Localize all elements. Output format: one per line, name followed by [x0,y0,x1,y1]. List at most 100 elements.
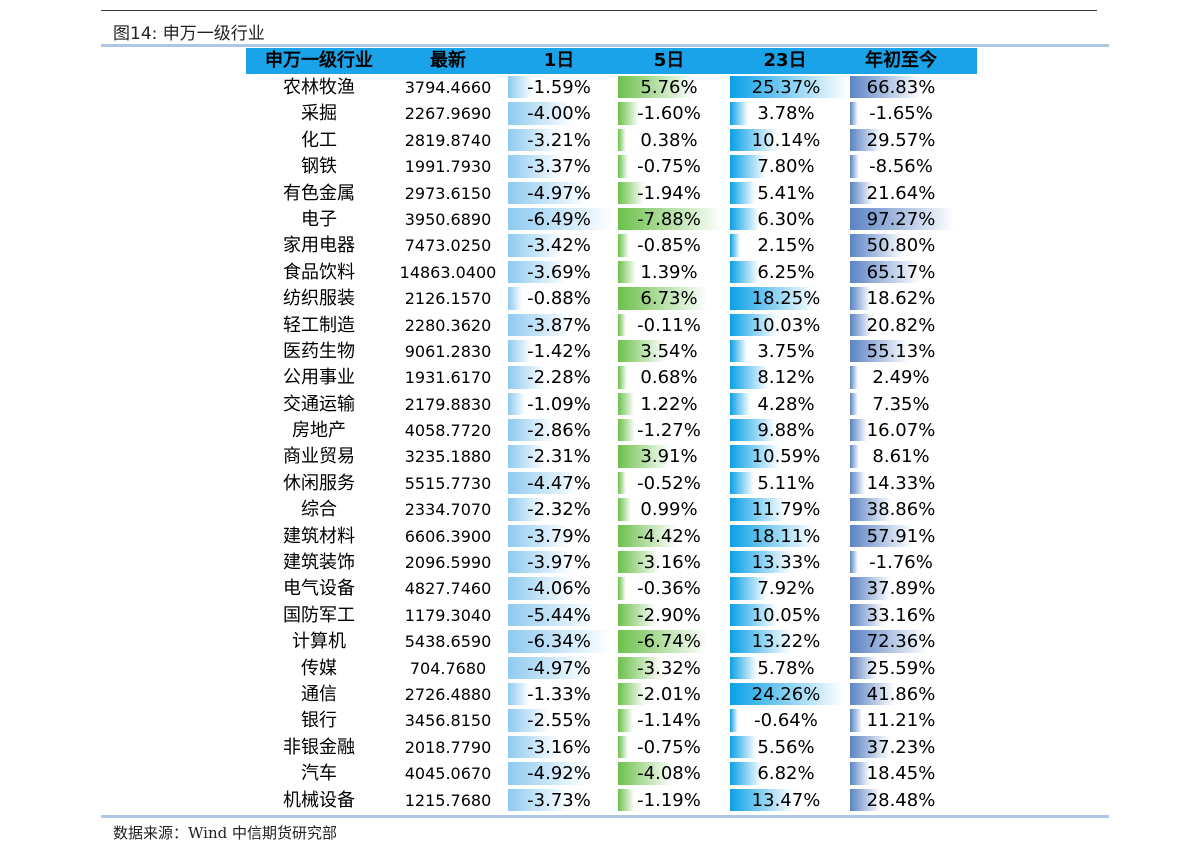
cell-d23: 25.37% [726,74,848,100]
cell-value: -4.42% [637,525,701,547]
data-bar [850,656,878,679]
cell-ytd: 7.35% [846,391,956,417]
industry-name: 采掘 [301,103,337,125]
data-bar [508,339,531,363]
industry-name: 建筑材料 [283,525,355,547]
cell-d1: -1.09% [504,391,614,417]
cell-d5: -4.08% [614,760,724,786]
cell-value: -5.44% [527,604,591,626]
cell-value: -3.87% [527,314,591,336]
data-bar [730,788,793,811]
table-header: 申万一级行业 最新 1日 5日 23日 年初至今 [246,48,977,74]
cell-value: 3.91% [640,446,698,468]
cell-value: 13.22% [751,631,821,653]
cell-d23: 3.78% [726,100,846,126]
cell-d1: -2.86% [504,417,614,443]
industry-name: 公用事业 [283,367,355,389]
data-bar [508,181,588,204]
cell-d5: -0.75% [614,153,724,179]
caption-rule [101,44,1109,47]
cell-value: -4.00% [527,103,591,125]
cell-value: -0.88% [527,288,591,310]
cell-d5: -6.74% [614,628,724,654]
cell-d5: -3.32% [614,655,724,681]
cell-d23: 13.22% [726,628,846,654]
table-row: 传媒 704.7680 -4.97% -3.32% 5.78% 25.59% [246,655,977,681]
cell-value: 33.16% [866,604,936,626]
data-bar [850,207,954,231]
cell-value: 21.64% [866,182,936,204]
table-row: 计算机 5438.6590 -6.34% -6.74% 13.22% 72.36% [246,628,977,654]
data-bar [618,128,626,152]
data-bar [850,709,862,732]
cell-ytd: 28.48% [846,787,956,813]
cell-d1: -3.16% [504,734,614,760]
table-row: 非银金融 2018.7790 -3.16% -0.75% 5.56% 37.23% [246,734,977,760]
data-bar [850,630,928,653]
data-bar [508,445,546,468]
cell-value: 6.82% [757,763,815,785]
cell-value: -4.47% [527,472,591,494]
cell-value: 6.30% [757,208,815,230]
data-bar [618,445,670,468]
cell-d5: -3.16% [614,549,724,575]
table-row: 农林牧渔 3794.4660 -1.59% 5.76% 25.37% 66.83% [246,74,977,100]
industry-name: 农林牧渔 [283,77,355,98]
data-bar [730,155,767,178]
cell-value: -3.69% [527,261,591,283]
data-bar [618,682,645,706]
latest-value: 1179.3040 [404,605,492,625]
data-bar [618,234,630,257]
data-bar [508,366,545,389]
cell-ytd: 57.91% [846,523,956,549]
latest-value: 2973.6150 [404,183,492,203]
cell-value: -1.59% [527,77,591,98]
cell-ytd: 11.21% [846,707,956,733]
data-bar [508,128,560,152]
cell-ytd: 14.33% [846,470,956,496]
cell-d5: -0.85% [614,232,724,258]
cell-value: 13.47% [751,789,821,811]
cell-value: -0.64% [754,710,818,732]
cell-d5: -2.90% [614,602,724,628]
cell-value: -3.21% [527,129,591,151]
data-bar [508,419,554,442]
header-ytd: 年初至今 [865,50,937,71]
cell-value: 0.68% [640,367,698,389]
data-bar [618,709,634,732]
cell-value: 13.33% [751,552,821,574]
latest-value: 2280.3620 [404,315,492,335]
data-bar [730,234,740,257]
cell-d1: -0.88% [504,285,614,311]
data-bar [618,630,707,653]
data-bar [508,709,549,732]
cell-d23: 3.75% [726,338,846,364]
data-bar [618,181,644,204]
cell-d23: 13.33% [726,549,846,575]
cell-value: -6.74% [637,631,701,653]
cell-d23: 8.12% [726,364,846,390]
cell-value: 3.54% [640,340,698,362]
data-bar [730,207,760,231]
cell-value: 10.59% [751,446,821,468]
table-row: 食品饮料 14863.0400 -3.69% 1.39% 6.25% 65.17% [246,259,977,285]
cell-value: 57.91% [866,525,936,547]
table-row: 化工 2819.8740 -3.21% 0.38% 10.14% 29.57% [246,127,977,153]
data-bar [508,735,559,759]
cell-value: 8.61% [872,446,930,468]
cell-d23: 10.05% [726,602,846,628]
data-bar [730,682,843,706]
latest-value: 1991.7930 [404,157,492,177]
data-bar [850,445,860,468]
cell-d23: 6.25% [726,259,846,285]
cell-d5: 1.39% [614,259,724,285]
data-bar [508,762,587,785]
data-bar [730,260,760,284]
cell-ytd: 29.57% [846,127,956,153]
data-bar [508,313,570,336]
cell-value: 0.99% [640,499,698,521]
latest-value: 3456.8150 [404,711,492,731]
data-bar [850,234,905,257]
data-bar [730,76,848,99]
cell-ytd: 8.61% [846,443,956,469]
